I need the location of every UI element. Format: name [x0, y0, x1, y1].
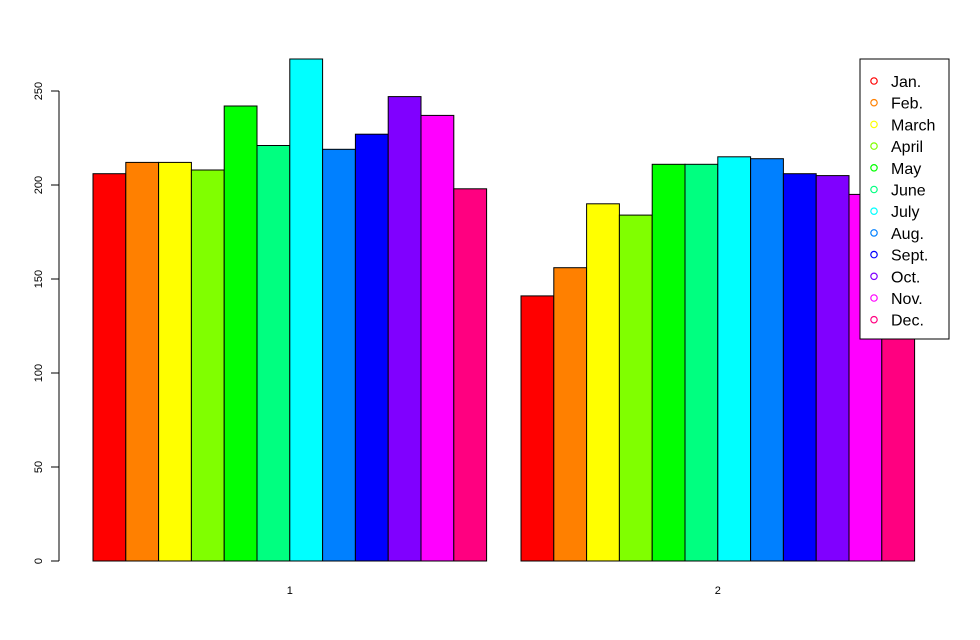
legend-symbol	[870, 315, 878, 324]
legend-symbol	[870, 272, 878, 281]
legend-label: May	[891, 161, 921, 178]
bar-may-group-2	[651, 163, 686, 562]
legend: Jan. Feb. March April May June July Aug. Sept. Oc…	[859, 58, 950, 340]
legend-symbol	[870, 120, 878, 129]
bar-july-group-1	[289, 58, 324, 562]
legend-label: Nov.	[891, 291, 923, 308]
legend-label: Dec.	[891, 313, 924, 330]
legend-label: Oct.	[891, 269, 920, 286]
x-category-label: 2	[715, 585, 721, 597]
bar-july-group-2	[717, 156, 752, 562]
bar-april-group-1	[190, 169, 225, 562]
y-tick-label: 100	[33, 364, 45, 382]
bar-nov-group-1	[420, 114, 455, 562]
legend-symbol	[870, 185, 878, 194]
legend-symbol	[870, 229, 878, 237]
bar-oct-group-2	[815, 175, 850, 562]
y-axis: 0 50 100 150 200 250	[33, 82, 60, 564]
y-tick-label: 0	[33, 558, 45, 564]
bar-feb-group-1	[125, 161, 160, 562]
legend-label: Feb.	[891, 96, 923, 113]
legend-label: July	[891, 204, 919, 221]
legend-symbol	[870, 98, 878, 107]
y-tick-label: 50	[33, 461, 45, 473]
legend-label: March	[891, 117, 935, 134]
legend-symbol	[870, 250, 878, 259]
bar-may-group-1	[223, 105, 258, 562]
bar-april-group-2	[618, 214, 653, 562]
bar-jan-group-1	[92, 173, 127, 562]
legend-label: June	[891, 183, 926, 200]
bar-feb-group-2	[553, 267, 588, 562]
y-tick-label: 250	[33, 82, 45, 100]
bars-layer	[92, 58, 916, 562]
legend-symbol	[870, 207, 878, 216]
bar-jan-group-2	[520, 295, 555, 562]
bar-dec-group-1	[453, 188, 488, 562]
bar-march-group-1	[158, 161, 192, 562]
bar-june-group-2	[684, 163, 719, 562]
bar-june-group-1	[256, 145, 291, 562]
legend-label: Aug.	[891, 226, 924, 243]
legend-label: Sept.	[891, 248, 928, 265]
legend-label: April	[891, 139, 923, 156]
bar-sept-group-1	[354, 133, 389, 562]
bar-aug-group-2	[750, 158, 784, 562]
y-tick-label: 200	[33, 176, 45, 194]
bar-oct-group-1	[387, 96, 422, 562]
bar-sept-group-2	[782, 173, 817, 562]
legend-symbol	[870, 142, 878, 150]
legend-symbol	[870, 294, 878, 302]
legend-label: Jan.	[891, 74, 921, 91]
legend-symbol	[870, 77, 878, 85]
bar-aug-group-1	[322, 148, 356, 562]
bar-march-group-2	[586, 203, 620, 562]
y-tick-label: 150	[33, 270, 45, 288]
legend-symbol	[870, 164, 878, 172]
x-category-label: 1	[287, 585, 293, 597]
